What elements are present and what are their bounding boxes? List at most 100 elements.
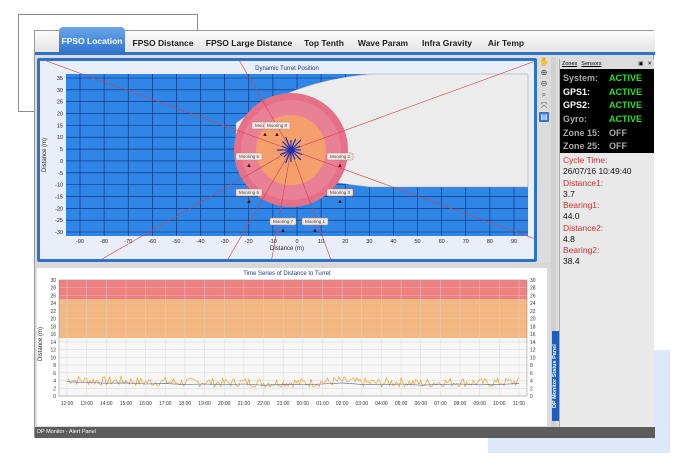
mooring-label: Mooring 3 — [330, 190, 351, 195]
turret-track-mark — [285, 149, 292, 164]
mooring-line — [290, 149, 536, 240]
y-tick-label-right: 2 — [530, 386, 533, 392]
dp-monitor-window: FPSO Location FPSO Distance FPSO Large D… — [34, 0, 655, 438]
x-tick-label: -80 — [100, 239, 108, 245]
tab-fpso-large-distance[interactable]: FPSO Large Distance — [205, 38, 293, 48]
status-row: Gyro: ACTIVE — [563, 112, 651, 126]
pin-icon[interactable]: ▣ — [638, 61, 644, 67]
mooring-label: Mooring 5 — [239, 190, 260, 195]
y-tick-label: -30 — [55, 230, 63, 236]
x-tick-label: 00:00 — [297, 401, 310, 407]
dynamic-turret-position-panel: Dynamic Turret Position Mooring 1 ▲ Moorin… — [37, 0, 537, 407]
tab-sensors[interactable]: Sensors — [581, 61, 602, 67]
x-tick-label: 70 — [463, 239, 469, 245]
y-tick-label: -15 — [55, 194, 63, 200]
y-tick-label: 0 — [60, 159, 63, 165]
status-row: System: ACTIVE — [563, 71, 651, 85]
x-tick-label: 0 — [295, 239, 298, 245]
y-tick-label-right: 14 — [530, 340, 536, 346]
mooring-marker[interactable]: Mooring 3 ▲ — [326, 188, 354, 205]
status-readouts: Cycle Time: 26/07/16 10:49:40 Distance1:… — [560, 153, 654, 270]
x-tick-label: 01:00 — [316, 401, 329, 407]
frame-line-bottom — [18, 111, 35, 112]
clipboard-icon[interactable]: ▤ — [539, 112, 549, 122]
turret-track-mark — [290, 149, 303, 156]
distance-series-line — [66, 375, 520, 389]
status-value: ACTIVE — [609, 113, 643, 124]
frame-line-right — [197, 14, 198, 30]
tab-top-tenth[interactable]: Top Tenth — [304, 38, 344, 48]
status-value: OFF — [609, 127, 627, 138]
mooring-marker[interactable]: Mooring 8 ▲ — [263, 121, 291, 138]
status-value: ACTIVE — [609, 72, 643, 83]
status-row: GPS1: ACTIVE — [563, 85, 651, 99]
bearing1-value: 44.0 — [563, 211, 580, 221]
y-tick-label: 10 — [50, 355, 56, 361]
y-tick-label: -20 — [55, 206, 63, 212]
tab-zones[interactable]: Zones — [562, 61, 578, 67]
y-tick-label: 24 — [50, 301, 56, 307]
x-tick-label: 20:00 — [218, 401, 231, 407]
x-tick-label: 09:00 — [473, 401, 486, 407]
x-tick-label: 80 — [487, 239, 493, 245]
sensor-status-list: System: ACTIVE GPS1: ACTIVE GPS2: ACTIVE Gyro:… — [560, 69, 654, 153]
x-tick-label: 15:00 — [120, 401, 133, 407]
status-key: Zone 25: — [563, 141, 601, 152]
x-tick-label: 08:00 — [454, 401, 467, 407]
tab-wave-param[interactable]: Wave Param — [357, 38, 409, 48]
time-series-panel: Time Series of Distance to Turret 30 30 28… — [37, 268, 547, 426]
y-tick-label: 5 — [60, 147, 63, 153]
mooring-marker[interactable]: Mooring 5 ▲ — [235, 188, 263, 205]
mooring-label: Mooring 8 — [267, 123, 288, 128]
status-key: System: — [563, 72, 599, 83]
x-tick-label: 10:00 — [493, 401, 506, 407]
turret-track-mark — [282, 141, 292, 151]
x-tick-label: 13:00 — [80, 401, 93, 407]
cycle-time-label: Cycle Time: — [563, 155, 608, 165]
y-tick-label-right: 8 — [530, 363, 533, 369]
threshold-band — [59, 280, 527, 300]
zoom-fit-icon[interactable]: ⌕ — [541, 90, 547, 99]
y-tick-label: -25 — [55, 218, 63, 224]
tab-fpso-distance[interactable]: FPSO Distance — [132, 38, 194, 48]
y-tick-label: -5 — [58, 171, 63, 177]
mooring-marker[interactable]: Mooring 2 ▲ — [326, 152, 354, 169]
tab-fpso-location[interactable]: FPSO Location — [59, 27, 125, 55]
y-tick-label: 14 — [50, 340, 56, 346]
plot-border — [58, 279, 528, 397]
x-tick-label: -90 — [76, 239, 84, 245]
x-tick-label: -60 — [148, 239, 156, 245]
x-tick-label: 18:00 — [179, 401, 192, 407]
mooring-marker[interactable]: Mooring 1 ▲ — [301, 217, 329, 234]
tab-air-temp[interactable]: Air Temp — [487, 38, 525, 48]
x-tick-label: 40 — [390, 239, 396, 245]
distance2-label: Distance2: — [563, 222, 604, 233]
mooring-marker[interactable]: Mooring 6 ▲ — [235, 152, 263, 169]
tab-infra-gravity[interactable]: Infra Gravity — [421, 38, 473, 48]
status-tabs: Zones Sensors ▣ ✕ — [560, 59, 654, 69]
turret-track-mark — [290, 139, 302, 151]
tab-bar: FPSO Location FPSO Distance FPSO Large D… — [35, 27, 655, 55]
y-tick-label-right: 6 — [530, 371, 533, 377]
bearing1-label: Bearing1: — [563, 200, 600, 210]
x-tick-label: 20 — [342, 239, 348, 245]
vertical-splitter[interactable] — [551, 57, 556, 427]
x-tick-label: 03:00 — [356, 401, 369, 407]
zoom-in-icon[interactable]: ⊕ — [540, 68, 548, 77]
horizontal-splitter[interactable] — [35, 263, 551, 268]
close-icon[interactable]: ✕ — [647, 61, 652, 67]
mooring-marker[interactable]: Mooring 7 ▲ — [269, 217, 297, 234]
mooring-anchor-icon: ▲ — [312, 228, 318, 234]
turret-axes: -90 -80 -70 -60 -50 -40 -30 -20 -10 0 10 20 30 40 50 60… — [55, 76, 517, 245]
alert-panel-bar[interactable]: DP Monitor - Alert Panel — [35, 427, 655, 438]
turret-position-marks — [277, 136, 303, 164]
expand-icon[interactable]: ⤧ — [540, 101, 548, 110]
hand-icon[interactable]: ✋ — [539, 57, 549, 66]
distance-series-mean-line — [66, 381, 520, 386]
y-tick-label: 26 — [50, 293, 56, 299]
y-tick-label: 10 — [57, 135, 63, 141]
mooring-anchor-icon: ▲ — [262, 132, 268, 138]
y-tick-label-right: 22 — [530, 309, 536, 315]
x-tick-label: 16:00 — [139, 401, 152, 407]
zoom-out-icon[interactable]: ⊖ — [540, 79, 548, 88]
